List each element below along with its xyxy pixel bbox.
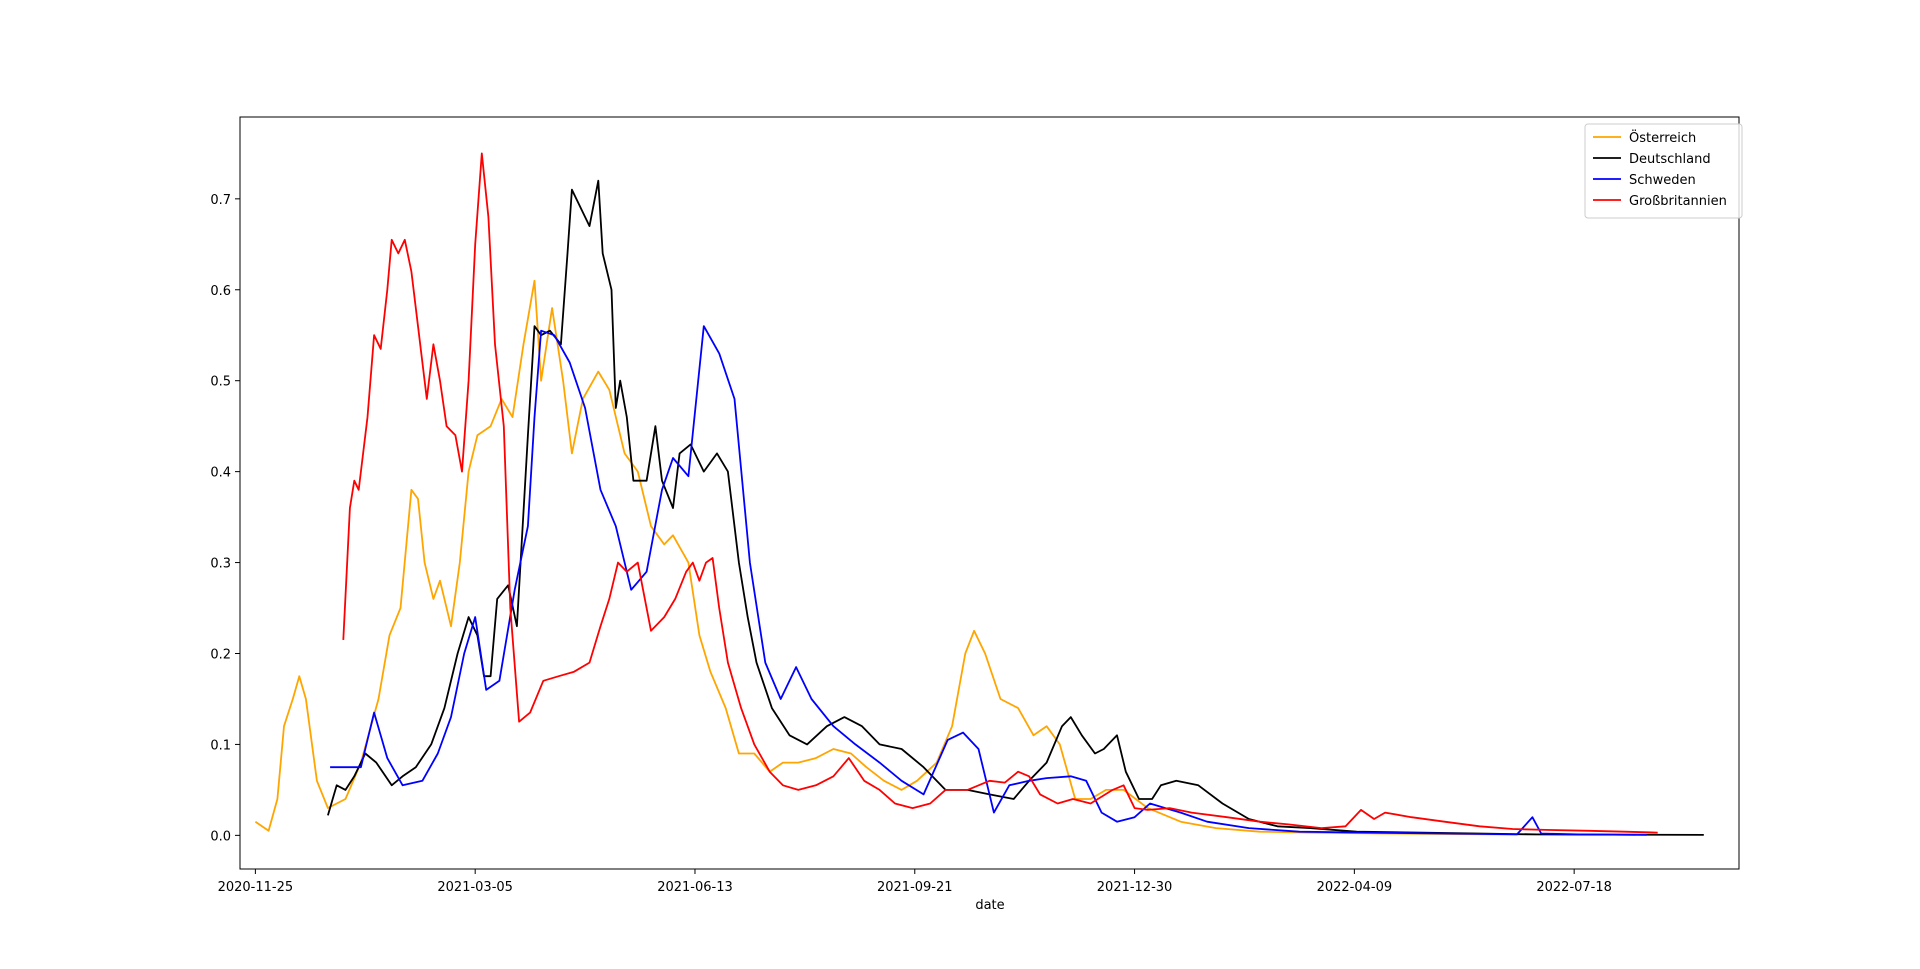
series-line-2 [330, 325, 1647, 836]
y-tick-label: 0.4 [210, 466, 231, 481]
x-axis: 2020-11-25 2021-03-05 2021-06-13 2021-09-21… [218, 869, 1612, 895]
series-line-0 [254, 279, 1636, 836]
legend-label: Großbritannien [1629, 194, 1727, 209]
y-tick-label: 0.6 [210, 284, 231, 299]
plot-frame [239, 116, 1740, 870]
legend-label: Schweden [1629, 173, 1696, 188]
x-axis-title: date [975, 898, 1004, 913]
x-tick-label: 2021-09-21 [877, 880, 953, 895]
y-axis: 0.0 0.1 0.2 0.3 0.4 0.5 0.6 0.7 [210, 193, 240, 844]
x-tick-label: 2021-06-13 [657, 880, 733, 895]
y-tick-label: 0.0 [210, 829, 231, 844]
x-tick-label: 2022-04-09 [1317, 880, 1393, 895]
y-tick-label: 0.1 [210, 738, 231, 753]
series-line-3 [342, 152, 1658, 834]
x-tick-label: 2021-12-30 [1097, 880, 1173, 895]
y-tick-label: 0.5 [210, 375, 231, 390]
y-tick-label: 0.7 [210, 193, 231, 208]
series-layer [254, 152, 1704, 836]
legend-label: Österreich [1629, 129, 1696, 146]
y-tick-label: 0.2 [210, 647, 231, 662]
legend-label: Deutschland [1629, 152, 1711, 167]
x-tick-label: 2022-07-18 [1536, 880, 1612, 895]
legend: Österreich Deutschland Schweden Großbritann… [1584, 123, 1743, 219]
x-tick-label: 2021-03-05 [437, 880, 513, 895]
y-tick-label: 0.3 [210, 557, 231, 572]
legend-box [1584, 123, 1743, 219]
x-tick-label: 2020-11-25 [218, 880, 294, 895]
